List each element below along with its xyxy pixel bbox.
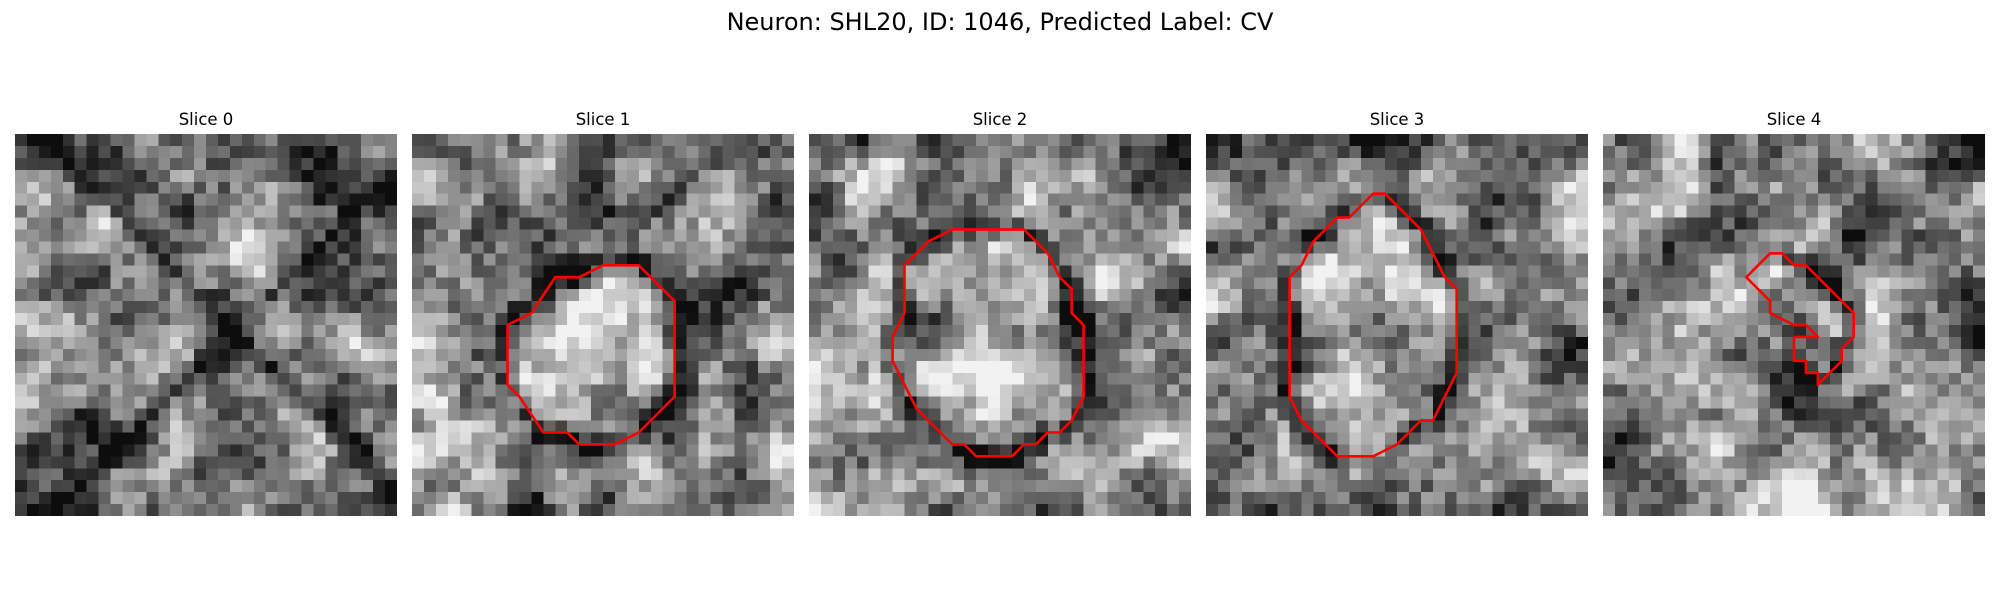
contour-line <box>1744 252 1856 387</box>
slice-image <box>1603 134 1985 516</box>
slice-panel-3: Slice 3 <box>1206 109 1588 516</box>
slice-title: Slice 4 <box>1766 110 1822 129</box>
slice-title: Slice 2 <box>972 110 1028 129</box>
contour-line <box>1288 192 1459 458</box>
slice-panel-0: Slice 0 <box>15 109 397 516</box>
slice-canvas <box>1206 134 1588 516</box>
slice-panel-2: Slice 2 <box>809 109 1191 516</box>
slice-canvas <box>412 134 794 516</box>
figure-title: Neuron: SHL20, ID: 1046, Predicted Label… <box>726 8 1274 36</box>
slice-canvas <box>15 134 397 516</box>
slice-canvas <box>809 134 1191 516</box>
contour-overlay <box>15 134 397 516</box>
contour-overlay <box>506 263 676 446</box>
contour-overlay <box>891 228 1085 458</box>
contour-line <box>891 228 1085 458</box>
slice-image <box>1206 134 1588 516</box>
slice-title: Slice 3 <box>1369 110 1425 129</box>
slice-panel-1: Slice 1 <box>412 109 794 516</box>
contour-overlay <box>1288 192 1459 458</box>
contour-line <box>506 263 676 446</box>
slice-image <box>412 134 794 516</box>
slice-panel-4: Slice 4 <box>1603 109 1985 516</box>
slice-title: Slice 1 <box>575 110 631 129</box>
slice-image <box>15 134 397 516</box>
slice-image <box>809 134 1191 516</box>
contour-overlay <box>1744 252 1856 387</box>
slice-title: Slice 0 <box>178 110 234 129</box>
